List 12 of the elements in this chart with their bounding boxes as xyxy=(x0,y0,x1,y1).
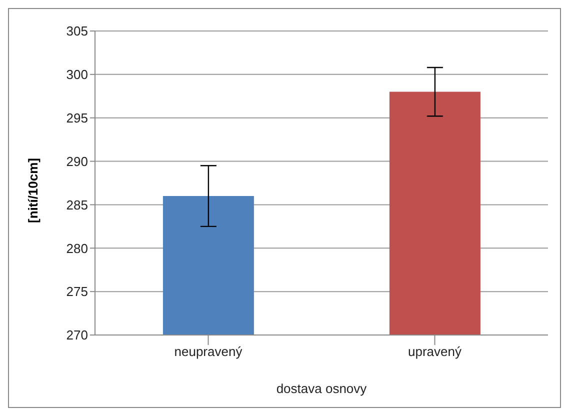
y-tick-label: 295 xyxy=(66,110,88,126)
y-tick-label: 285 xyxy=(66,197,88,212)
y-tick-label: 280 xyxy=(66,240,88,256)
y-axis-title: [nití/10cm] xyxy=(26,158,41,223)
y-tick-label: 300 xyxy=(66,67,88,82)
y-tick-label: 275 xyxy=(66,284,88,300)
y-tick-label: 305 xyxy=(66,24,88,39)
x-tick-label: upravený xyxy=(408,344,462,360)
x-tick-label: neupravený xyxy=(174,344,243,360)
y-tick-label: 290 xyxy=(66,154,88,169)
y-tick-label: 270 xyxy=(66,328,88,343)
x-axis-title: dostava osnovy xyxy=(276,381,368,396)
